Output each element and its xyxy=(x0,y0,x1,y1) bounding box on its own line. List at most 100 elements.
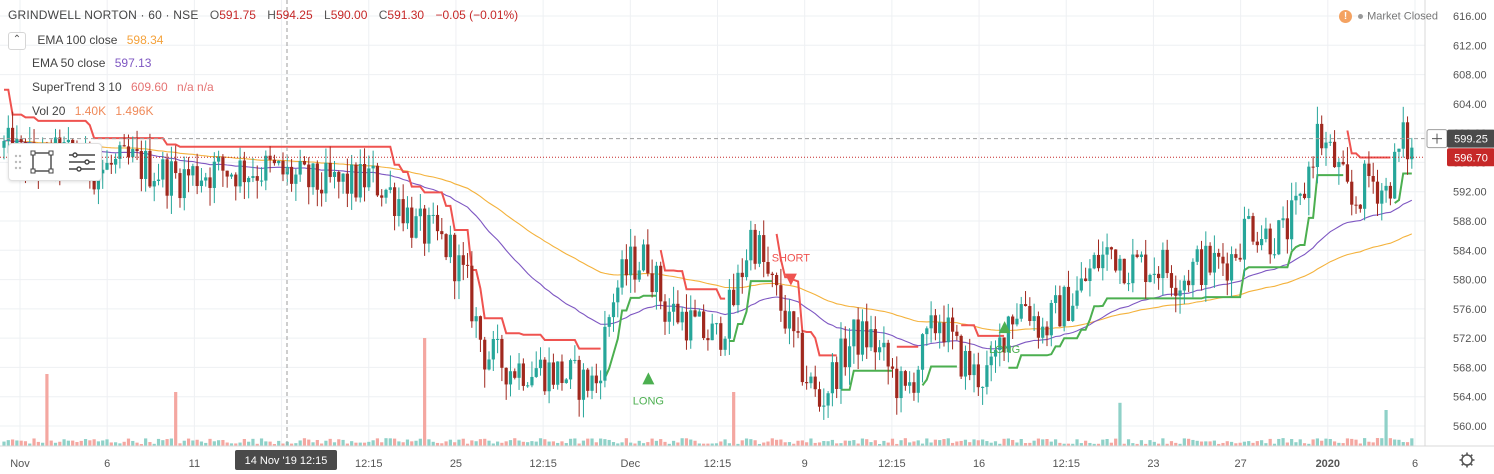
chevron-up-icon[interactable]: ⌃ xyxy=(8,32,26,50)
candle-body xyxy=(289,166,294,184)
gear-icon[interactable] xyxy=(1459,452,1475,468)
legend-ema100[interactable]: ⌃ EMA 100 close 598.34 xyxy=(8,32,163,50)
volume-bar xyxy=(856,443,860,446)
open-value: 591.75 xyxy=(219,8,256,22)
volume-bar xyxy=(594,442,598,446)
volume-bar xyxy=(1388,438,1392,446)
candle-body xyxy=(354,164,358,198)
drag-handle-icon[interactable] xyxy=(14,154,22,170)
settings-lines-icon[interactable] xyxy=(69,152,95,172)
candle-body xyxy=(315,163,319,190)
candle-body xyxy=(6,127,10,141)
legend-supertrend[interactable]: SuperTrend 3 10 609.60 n/a n/a xyxy=(32,80,214,94)
volume-bar xyxy=(985,441,989,446)
volume-bar xyxy=(1182,438,1186,446)
legend-ema50[interactable]: EMA 50 close 597.13 xyxy=(32,56,152,70)
candle-body xyxy=(1084,278,1088,282)
volume-bar xyxy=(873,440,877,446)
symbol-title[interactable]: GRINDWELL NORTON · 60 · NSE xyxy=(8,8,199,22)
candle-body xyxy=(684,311,689,341)
y-tick-label: 604.00 xyxy=(1453,99,1487,111)
volume-bar xyxy=(217,440,221,446)
volume-bar xyxy=(774,439,779,446)
candle-body xyxy=(491,339,495,360)
volume-bar xyxy=(1234,443,1238,446)
candle-body xyxy=(564,379,568,383)
time-axis: Nov611812:152512:15Dec12:15912:151612:15… xyxy=(0,445,1494,470)
volume-bar xyxy=(1212,440,1216,446)
candle-body xyxy=(1045,326,1049,336)
candle-body xyxy=(526,385,530,387)
candle-body xyxy=(607,317,611,327)
volume-bar xyxy=(453,442,457,446)
candle-body xyxy=(865,321,869,348)
volume-bar xyxy=(1363,438,1367,446)
volume-bar xyxy=(749,439,753,446)
volume-bar xyxy=(414,440,418,446)
volume-bar xyxy=(174,392,178,446)
volume-bar xyxy=(444,441,448,446)
volume-bar xyxy=(903,438,907,446)
y-tick-label: 560.00 xyxy=(1453,421,1487,433)
volume-bar xyxy=(993,441,998,446)
candle-body xyxy=(1302,193,1307,199)
market-status[interactable]: ! Market Closed xyxy=(1339,10,1438,23)
volume-bar xyxy=(126,438,131,446)
candle-body xyxy=(1397,148,1401,152)
volume-bar xyxy=(822,441,826,446)
volume-bar xyxy=(1195,440,1199,446)
candle-body xyxy=(873,329,877,353)
candle-body xyxy=(1169,273,1174,288)
volume-bar xyxy=(328,438,332,446)
candle-body xyxy=(886,342,890,367)
volume-bar xyxy=(646,442,650,446)
volume-bar xyxy=(1225,441,1229,446)
candle-body xyxy=(856,319,860,355)
candle-body xyxy=(590,375,594,391)
candle-body xyxy=(178,173,182,199)
candle-body xyxy=(392,187,397,217)
volume-bar xyxy=(676,442,680,446)
alert-icon: ! xyxy=(1339,10,1353,23)
candle-body xyxy=(1298,193,1302,196)
rectangle-tool-icon[interactable] xyxy=(30,150,54,174)
volume-bar xyxy=(152,443,156,446)
candle-body xyxy=(972,364,976,376)
candle-body xyxy=(109,162,113,165)
crosshair-plus-icon[interactable] xyxy=(1426,129,1448,149)
candle-body xyxy=(1208,245,1212,273)
volume-bar xyxy=(23,441,28,446)
candle-body xyxy=(586,369,590,391)
volume-bar xyxy=(277,440,281,446)
candle-body xyxy=(199,180,204,187)
candle-body xyxy=(753,229,757,264)
volume-bar xyxy=(787,442,792,446)
candle-body xyxy=(1139,254,1144,257)
volume-bar xyxy=(83,439,88,446)
candle-body xyxy=(1011,316,1015,325)
legend-volume[interactable]: Vol 20 1.40K 1.496K xyxy=(32,104,154,118)
volume-bar xyxy=(1178,443,1182,446)
volume-bar xyxy=(1006,438,1010,446)
volume-bar xyxy=(1079,443,1083,446)
volume-bar xyxy=(281,443,285,446)
short-signal-arrow xyxy=(784,273,797,286)
change-value: −0.05 (−0.01%) xyxy=(435,8,519,22)
candle-body xyxy=(96,173,101,190)
volume-bar xyxy=(560,441,564,446)
long-signal-arrow xyxy=(998,321,1011,334)
volume-bar xyxy=(710,443,714,446)
candle-body xyxy=(611,302,616,318)
volume-bar xyxy=(478,439,483,446)
candle-body xyxy=(341,173,345,182)
candle-body xyxy=(839,338,843,389)
volume-bar xyxy=(586,438,590,446)
candle-body xyxy=(435,214,440,232)
long-signal-arrow xyxy=(642,372,655,385)
candle-body xyxy=(1165,249,1169,274)
volume-bar xyxy=(1011,439,1015,446)
candle-body xyxy=(277,160,281,164)
volume-bar xyxy=(968,442,972,446)
volume-bar xyxy=(813,442,817,446)
